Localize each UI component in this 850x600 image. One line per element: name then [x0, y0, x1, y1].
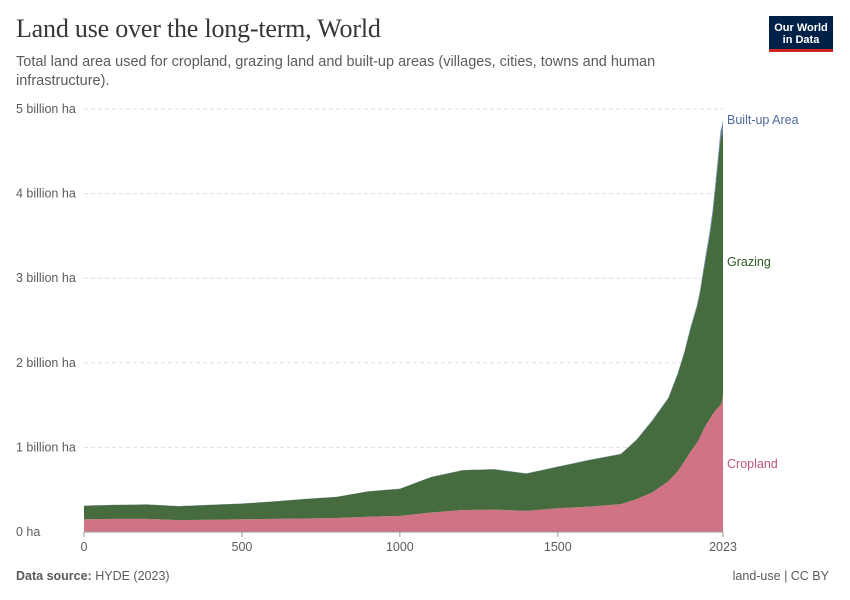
stacked-areas [84, 119, 723, 532]
x-tick-label-2: 1000 [386, 540, 414, 554]
area-grazing[interactable] [84, 128, 723, 521]
owid-logo[interactable]: Our World in Data [769, 16, 833, 52]
series-labels: Cropland Grazing Built-up Area [727, 113, 799, 471]
y-axis-labels: 0 ha 1 billion ha 2 billion ha 3 billion ha… [16, 102, 76, 539]
logo-line-1: Our World [774, 21, 828, 34]
land-use-area-chart: 0 ha 1 billion ha 2 billion ha 3 billion ha… [16, 102, 799, 554]
y-tick-label-1: 1 billion ha [16, 440, 76, 454]
chart-title: Land use over the long-term, World [16, 14, 381, 43]
x-tick-label-1: 500 [232, 540, 253, 554]
x-tick-label-3: 1500 [544, 540, 572, 554]
data-source-value: HYDE (2023) [95, 569, 170, 583]
y-tick-label-3: 3 billion ha [16, 271, 76, 285]
chart-subtitle: Total land area used for cropland, grazi… [16, 54, 656, 89]
logo-line-2: in Data [782, 33, 820, 46]
y-tick-label-0: 0 ha [16, 525, 40, 539]
data-source: Data source: HYDE (2023) [16, 569, 170, 583]
gridlines [84, 108, 723, 448]
area-built-up-area[interactable] [84, 119, 723, 507]
y-tick-label-4: 4 billion ha [16, 187, 76, 201]
y-tick-label-5: 5 billion ha [16, 102, 76, 116]
x-tick-label-0: 0 [81, 540, 88, 554]
chart-slug-license[interactable]: land-use | CC BY [732, 569, 829, 583]
series-label-grazing: Grazing [727, 255, 771, 269]
x-tick-label-4: 2023 [709, 540, 737, 554]
series-label-cropland: Cropland [727, 457, 778, 471]
area-cropland[interactable] [84, 395, 723, 532]
y-tick-label-2: 2 billion ha [16, 356, 76, 370]
data-source-label: Data source: [16, 569, 92, 583]
x-axis: 0 500 1000 1500 2023 [81, 531, 737, 554]
series-label-built-up-area: Built-up Area [727, 113, 799, 127]
